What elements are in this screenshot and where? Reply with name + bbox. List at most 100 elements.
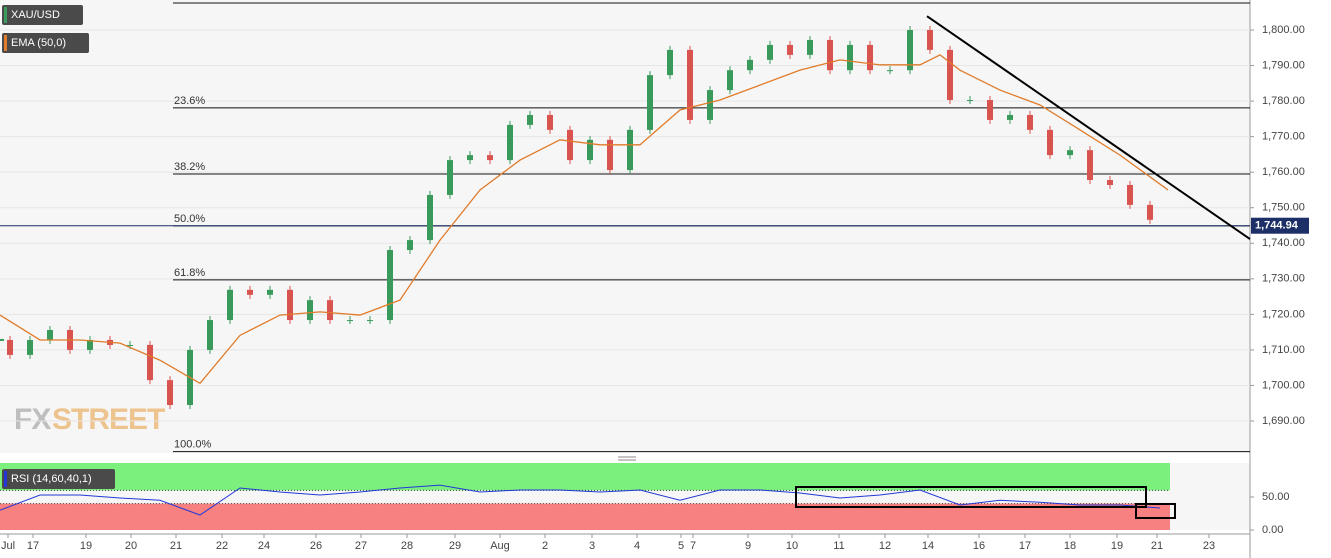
- x-tick-label: 5: [678, 540, 684, 552]
- candle: [527, 114, 533, 125]
- candle: [227, 289, 233, 321]
- candle: [887, 70, 893, 72]
- candle: [787, 44, 793, 55]
- candle: [287, 289, 293, 321]
- fib-label: 100.0%: [174, 438, 212, 450]
- ema-label-box: [2, 33, 89, 53]
- candle: [1147, 204, 1153, 220]
- candle: [987, 100, 993, 120]
- candle: [1067, 150, 1073, 156]
- candle: [927, 30, 933, 50]
- candle: [7, 339, 13, 355]
- y-tick-label: 1,730.00: [1262, 273, 1305, 285]
- candle: [327, 300, 333, 321]
- candle: [707, 90, 713, 120]
- candle: [867, 44, 873, 71]
- y-tick-label: 1,800.00: [1262, 24, 1305, 36]
- candle: [367, 320, 373, 322]
- candle: [567, 129, 573, 161]
- candle: [827, 39, 833, 71]
- panel-grip: [618, 456, 636, 461]
- symbol-label: XAU/USD: [11, 9, 60, 21]
- y-tick-label: 1,770.00: [1262, 131, 1305, 143]
- candle: [647, 75, 653, 130]
- x-tick-label: 10: [786, 540, 798, 552]
- candle: [487, 155, 493, 161]
- candle: [127, 344, 133, 346]
- fib-label: 61.8%: [174, 267, 205, 279]
- symbol-label-swatch: [4, 7, 7, 23]
- candle: [267, 289, 273, 295]
- candle: [467, 155, 473, 161]
- candle: [387, 250, 393, 321]
- x-tick-label: 21: [1151, 540, 1163, 552]
- candle: [507, 124, 513, 161]
- rsi-label-swatch: [4, 471, 7, 487]
- candle: [947, 49, 953, 101]
- current-price-label: 1,744.94: [1255, 220, 1299, 232]
- highlight-box: [1135, 503, 1176, 519]
- candle: [247, 289, 253, 295]
- x-tick-label: 17: [27, 540, 39, 552]
- candle: [167, 380, 173, 406]
- x-tick-label: 4: [634, 540, 640, 552]
- candle: [407, 240, 413, 251]
- trendline: [926, 15, 1251, 240]
- y-tick-label: 1,690.00: [1262, 415, 1305, 427]
- x-tick-label: 24: [258, 540, 270, 552]
- current-price-box: [1251, 217, 1309, 234]
- candle: [627, 129, 633, 171]
- candle: [87, 339, 93, 350]
- y-tick-label: 1,720.00: [1262, 308, 1305, 320]
- candle: [1087, 150, 1093, 181]
- x-tick-label: 18: [1064, 540, 1076, 552]
- x-tick-label: 9: [745, 540, 751, 552]
- watermark: FX STREET: [14, 403, 166, 436]
- candle: [607, 139, 613, 171]
- candle: [27, 339, 33, 355]
- x-tick-label: 19: [1111, 540, 1123, 552]
- svg-text:FX: FX: [14, 403, 51, 436]
- ema-label-swatch: [4, 35, 7, 51]
- y-tick-label: 1,750.00: [1262, 202, 1305, 214]
- y-tick-label: 1,700.00: [1262, 379, 1305, 391]
- rsi-y-tick-label: 50.00: [1262, 491, 1290, 503]
- candle: [1107, 180, 1113, 185]
- x-tick-label: 27: [355, 540, 367, 552]
- y-tick-label: 1,760.00: [1262, 166, 1305, 178]
- candle: [667, 49, 673, 76]
- x-tick-label: 7: [690, 540, 696, 552]
- x-tick-label: 28: [401, 540, 413, 552]
- rsi-label-box: [2, 469, 115, 489]
- candle: [207, 320, 213, 350]
- candle: [347, 320, 353, 322]
- x-tick-label: 26: [310, 540, 322, 552]
- fib-label: 50.0%: [174, 213, 205, 225]
- x-tick-label: 11: [833, 540, 844, 552]
- fib-label: 38.2%: [174, 161, 205, 173]
- candle: [587, 139, 593, 161]
- candle: [427, 194, 433, 241]
- x-tick-label: 12: [879, 540, 891, 552]
- x-tick-label: 16: [973, 540, 985, 552]
- ema-label: EMA (50,0): [11, 37, 66, 49]
- candle: [0, 338, 4, 341]
- y-tick-label: 1,790.00: [1262, 59, 1305, 71]
- candle: [307, 300, 313, 321]
- rsi-overbought-band: [0, 463, 1170, 491]
- y-tick-label: 1,740.00: [1262, 237, 1305, 249]
- x-tick-label: Aug: [490, 540, 510, 552]
- x-tick-label: 17: [1019, 540, 1031, 552]
- candle: [547, 114, 553, 130]
- price-panel: [0, 0, 1250, 453]
- x-tick-label: 2: [542, 540, 548, 552]
- x-tick-label: 21: [170, 540, 182, 552]
- candle: [847, 44, 853, 71]
- candle: [907, 30, 913, 71]
- candle: [1127, 184, 1133, 205]
- candle: [447, 160, 453, 195]
- candle: [967, 100, 973, 102]
- x-tick-label: 19: [80, 540, 92, 552]
- symbol-label-box: [2, 5, 83, 25]
